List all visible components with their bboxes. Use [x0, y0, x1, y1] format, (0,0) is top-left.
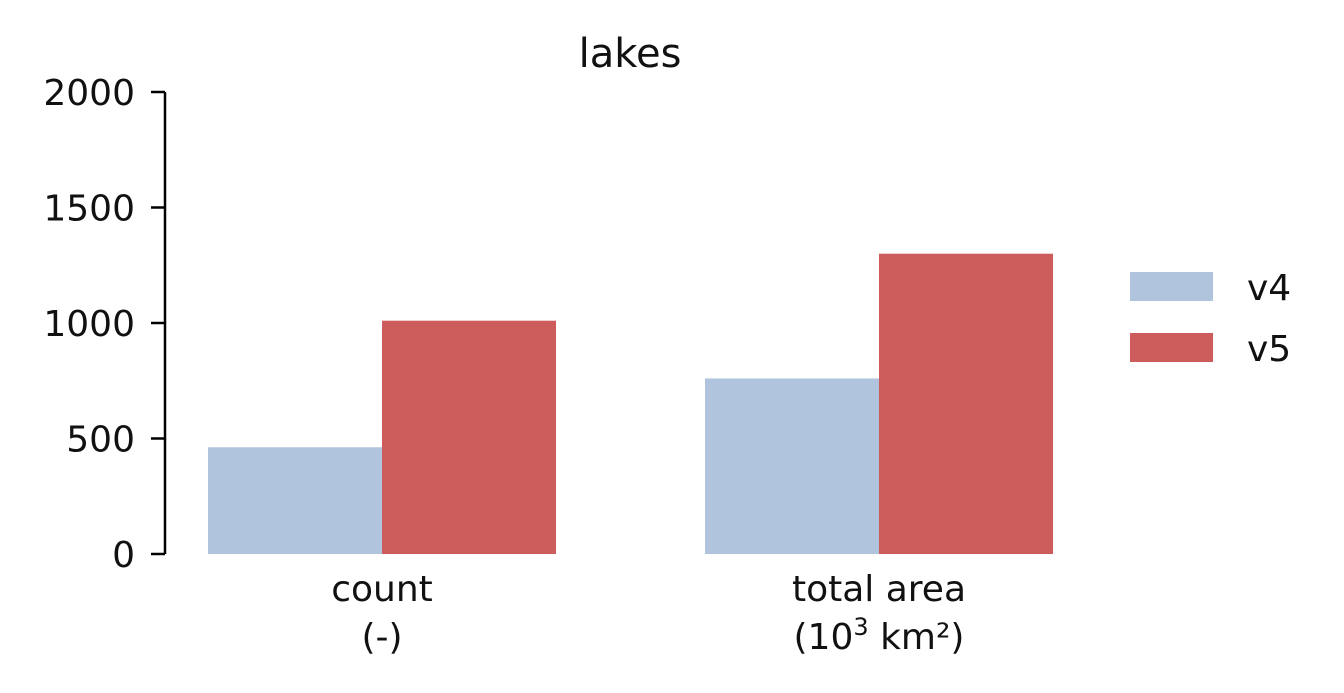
- legend-label-v4: v4: [1247, 268, 1291, 309]
- x-tick-sublabel: (-): [361, 617, 402, 658]
- y-tick-label: 2000: [43, 73, 135, 114]
- legend-swatch-v5: [1130, 333, 1213, 362]
- y-tick-label: 0: [112, 535, 135, 576]
- y-tick-label: 1000: [43, 304, 135, 345]
- x-tick-label: total area: [792, 569, 966, 610]
- x-tick-label: count: [331, 569, 433, 610]
- x-tick-sublabel: (103 km²): [794, 613, 965, 658]
- x-labels-group: count (-) total area(103 km²): [331, 569, 966, 658]
- y-tick-label: 1500: [43, 189, 135, 230]
- bar-v5-0: [382, 320, 556, 554]
- y-ticks-group: 0 500 1000 1500 2000: [43, 73, 165, 576]
- legend-swatch-v4: [1130, 272, 1213, 301]
- legend-label-v5: v5: [1247, 329, 1291, 370]
- bars-group: [208, 253, 1053, 554]
- y-tick-label: 500: [66, 420, 135, 461]
- bar-v4-1: [705, 378, 879, 554]
- chart-title: lakes: [579, 31, 682, 77]
- bar-v5-1: [879, 253, 1053, 554]
- bar-v4-0: [208, 447, 382, 554]
